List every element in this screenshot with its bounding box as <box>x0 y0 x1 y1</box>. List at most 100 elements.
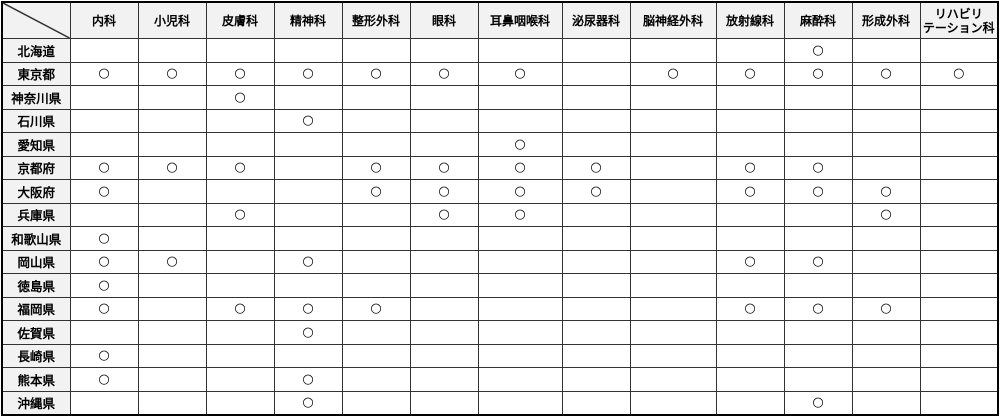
table-cell <box>137 273 207 298</box>
table-cell <box>273 132 343 157</box>
table-cell <box>919 38 999 63</box>
table-cell <box>851 343 921 368</box>
table-cell <box>851 155 921 180</box>
row-header: 佐賀県 <box>1 320 71 345</box>
table-cell <box>919 249 999 274</box>
table-cell <box>561 390 631 416</box>
table-cell <box>409 367 479 392</box>
table-cell <box>341 108 411 133</box>
table-cell <box>477 296 563 321</box>
table-cell <box>273 155 343 180</box>
table-cell <box>629 343 717 368</box>
column-header-label: 耳鼻咽喉科 <box>489 13 550 28</box>
row-header: 神奈川県 <box>1 85 71 110</box>
table-cell: ○ <box>783 390 853 416</box>
table-cell: ○ <box>137 155 207 180</box>
table-cell <box>205 367 275 392</box>
table-cell <box>629 320 717 345</box>
table-cell <box>851 85 921 110</box>
table-cell <box>851 273 921 298</box>
table-cell <box>477 108 563 133</box>
table-cell: ○ <box>69 273 139 298</box>
table-cell <box>783 367 853 392</box>
row-header: 大阪府 <box>1 179 71 204</box>
table-cell <box>629 155 717 180</box>
table-cell <box>919 226 999 251</box>
table-cell <box>919 155 999 180</box>
table-cell: ○ <box>341 296 411 321</box>
table-cell: ○ <box>715 61 785 86</box>
table-cell: ○ <box>137 61 207 86</box>
table-cell <box>477 226 563 251</box>
table-row: 長崎県 ○ <box>1 343 999 368</box>
table-cell <box>919 296 999 321</box>
column-header-label: 眼科 <box>431 13 456 28</box>
table-cell: ○ <box>409 61 479 86</box>
table-cell <box>783 273 853 298</box>
table-cell: ○ <box>69 226 139 251</box>
table-row: 石川県 ○ <box>1 108 999 133</box>
column-header: 放射線科 <box>715 1 785 39</box>
table-cell <box>715 108 785 133</box>
table-cell: ○ <box>205 202 275 227</box>
table-cell <box>477 367 563 392</box>
column-header: 泌尿器科 <box>561 1 631 39</box>
table-cell <box>919 108 999 133</box>
table-row: 佐賀県 ○ <box>1 320 999 345</box>
table-cell <box>273 38 343 63</box>
table-cell <box>137 226 207 251</box>
table-cell: ○ <box>409 179 479 204</box>
table-cell <box>629 202 717 227</box>
table-cell <box>715 390 785 416</box>
table-cell <box>715 226 785 251</box>
table-cell <box>409 320 479 345</box>
table-cell <box>715 202 785 227</box>
column-header-label: 精神科 <box>289 13 326 28</box>
table-cell: ○ <box>69 61 139 86</box>
table-cell <box>341 202 411 227</box>
table-cell: ○ <box>629 61 717 86</box>
table-row: 和歌山県 ○ <box>1 226 999 251</box>
table-cell <box>273 85 343 110</box>
table-cell <box>561 61 631 86</box>
table-cell: ○ <box>273 108 343 133</box>
table-cell: ○ <box>69 367 139 392</box>
table-cell <box>561 367 631 392</box>
table-cell: ○ <box>273 249 343 274</box>
table-cell: ○ <box>783 38 853 63</box>
table-cell <box>783 132 853 157</box>
table-cell <box>477 85 563 110</box>
column-header: 整形外科 <box>341 1 411 39</box>
table-cell <box>137 132 207 157</box>
column-header-label: 放射線科 <box>725 13 774 28</box>
table-row: 大阪府 ○ ○ ○ ○ ○ ○ ○ ○ <box>1 179 999 204</box>
table-cell: ○ <box>205 85 275 110</box>
table-cell <box>341 390 411 416</box>
table-cell: ○ <box>715 296 785 321</box>
table-row: 京都府 ○ ○ ○ ○ ○ ○ ○ ○ ○ <box>1 155 999 180</box>
column-header-label: 泌尿器科 <box>571 13 620 28</box>
table-cell <box>409 38 479 63</box>
table-cell: ○ <box>273 367 343 392</box>
column-header: 精神科 <box>273 1 343 39</box>
column-header-label: 内科 <box>91 13 116 28</box>
table-row: 岡山県 ○ ○ ○ ○ ○ <box>1 249 999 274</box>
column-header: 麻酔科 <box>783 1 853 39</box>
row-header: 熊本県 <box>1 367 71 392</box>
table-cell: ○ <box>851 202 921 227</box>
row-header: 東京都 <box>1 61 71 86</box>
table-cell: ○ <box>409 155 479 180</box>
column-header-label: テーション科 <box>922 20 995 35</box>
table-cell <box>409 132 479 157</box>
table-cell <box>629 296 717 321</box>
table-cell <box>341 226 411 251</box>
table-cell <box>783 226 853 251</box>
table-cell <box>919 179 999 204</box>
row-header: 北海道 <box>1 38 71 63</box>
row-header: 和歌山県 <box>1 226 71 251</box>
table-cell <box>783 85 853 110</box>
table-row: 徳島県 ○ <box>1 273 999 298</box>
row-header: 兵庫県 <box>1 202 71 227</box>
row-header: 岡山県 <box>1 249 71 274</box>
table-cell: ○ <box>561 155 631 180</box>
